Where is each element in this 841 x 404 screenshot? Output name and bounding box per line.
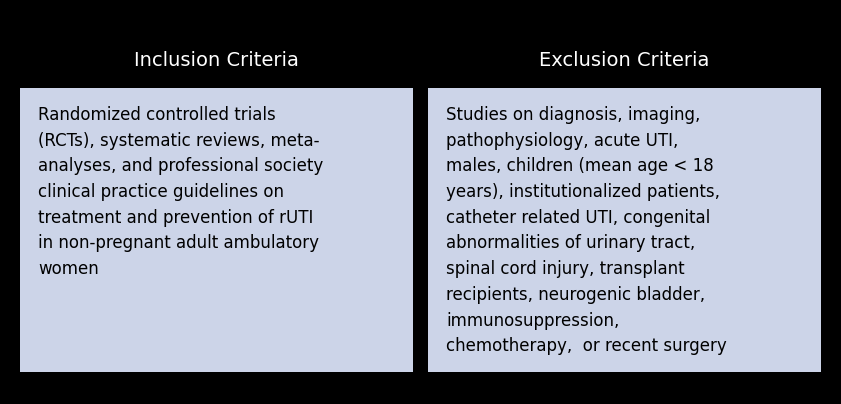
Text: Exclusion Criteria: Exclusion Criteria: [539, 50, 710, 69]
FancyBboxPatch shape: [20, 88, 413, 372]
Text: Inclusion Criteria: Inclusion Criteria: [134, 50, 299, 69]
FancyBboxPatch shape: [428, 88, 821, 372]
Text: Randomized controlled trials
(RCTs), systematic reviews, meta-
analyses, and pro: Randomized controlled trials (RCTs), sys…: [38, 106, 323, 278]
Text: Studies on diagnosis, imaging,
pathophysiology, acute UTI,
males, children (mean: Studies on diagnosis, imaging, pathophys…: [446, 106, 727, 355]
